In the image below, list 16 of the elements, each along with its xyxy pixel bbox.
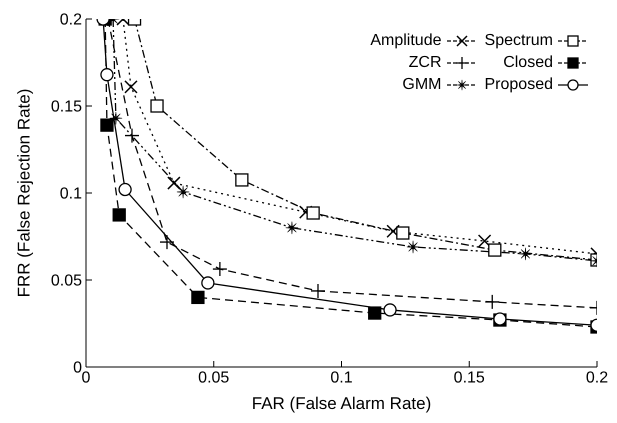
legend-label: GMM — [402, 75, 442, 95]
legend-label: Proposed — [484, 75, 553, 95]
y-axis-title: FRR (False Rejection Rate) — [14, 88, 34, 298]
y-tick-label: 0.15 — [50, 98, 82, 116]
legend-label: ZCR — [408, 53, 442, 73]
x-tick-label: 0.05 — [198, 369, 230, 386]
x-tick-label: 0.1 — [330, 369, 353, 386]
y-tick-label: 0.2 — [60, 12, 82, 29]
legend-label: Amplitude — [370, 31, 442, 51]
legend-label: Spectrum — [484, 31, 553, 51]
x-axis-title: FAR (False Alarm Rate) — [252, 394, 432, 413]
y-tick-label: 0.1 — [60, 186, 82, 203]
y-tick-label: 0.05 — [50, 272, 82, 290]
legend-label: Closed — [503, 53, 553, 73]
x-tick-label: 0.2 — [586, 369, 608, 386]
x-tick-label: 0.15 — [454, 369, 485, 386]
